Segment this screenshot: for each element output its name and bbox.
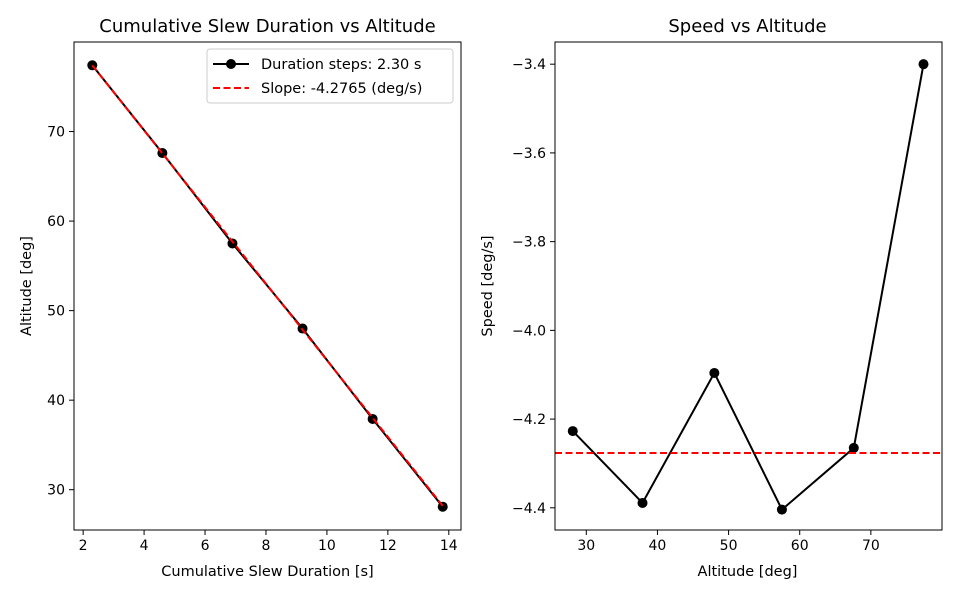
x-tick-label: 2 bbox=[79, 538, 88, 554]
chart-title: Speed vs Altitude bbox=[668, 16, 826, 37]
y-tick-label: −4.0 bbox=[512, 323, 546, 339]
y-tick-label: 60 bbox=[47, 214, 65, 230]
y-tick-label: 70 bbox=[47, 125, 65, 141]
x-ticks: 30 40 50 60 70 bbox=[577, 530, 880, 554]
plot-series bbox=[87, 60, 448, 512]
x-tick-label: 6 bbox=[201, 538, 210, 554]
axes-frame bbox=[73, 41, 462, 531]
legend-marker-duration bbox=[226, 59, 236, 69]
x-axis-label: Altitude [deg] bbox=[698, 564, 798, 580]
y-tick-label: −3.4 bbox=[512, 57, 546, 73]
x-tick-label: 70 bbox=[862, 538, 880, 554]
x-tick-label: 50 bbox=[720, 538, 738, 554]
y-ticks: −4.4 −4.2 −4.0 −3.8 −3.6 −3.4 bbox=[512, 57, 555, 517]
chart-title: Cumulative Slew Duration vs Altitude bbox=[99, 16, 435, 37]
data-point bbox=[567, 426, 578, 437]
x-tick-label: 8 bbox=[262, 538, 271, 554]
x-tick-label: 60 bbox=[791, 538, 809, 554]
series-line bbox=[572, 64, 925, 512]
y-tick-label: −3.8 bbox=[512, 235, 546, 251]
y-axis-label: Speed [deg/s] bbox=[480, 235, 496, 336]
x-tick-label: 4 bbox=[140, 538, 149, 554]
series-line bbox=[91, 64, 444, 508]
data-point bbox=[437, 501, 448, 512]
legend: Duration steps: 2.30 s Slope: -4.2765 (d… bbox=[206, 48, 454, 104]
y-tick-label: 40 bbox=[47, 393, 65, 409]
x-tick-label: 12 bbox=[379, 538, 397, 554]
x-tick-label: 30 bbox=[577, 538, 595, 554]
x-tick-label: 10 bbox=[318, 538, 336, 554]
legend-box bbox=[206, 48, 454, 104]
legend-label-duration: Duration steps: 2.30 s bbox=[261, 57, 421, 73]
y-tick-label: −3.6 bbox=[512, 146, 546, 162]
data-point bbox=[848, 442, 859, 453]
x-tick-label: 40 bbox=[649, 538, 667, 554]
plot-series bbox=[555, 59, 942, 515]
legend-label-slope: Slope: -4.2765 (deg/s) bbox=[261, 81, 422, 97]
axes-frame bbox=[554, 41, 943, 531]
data-point bbox=[709, 367, 720, 378]
y-tick-label: −4.4 bbox=[512, 501, 546, 517]
x-tick-label: 14 bbox=[440, 538, 458, 554]
y-axis-label: Altitude [deg] bbox=[19, 236, 35, 336]
y-tick-label: −4.2 bbox=[512, 412, 546, 428]
speed-vs-altitude-panel: Speed vs Altitude Altitude [deg] Speed [… bbox=[480, 16, 943, 580]
y-tick-label: 30 bbox=[47, 483, 65, 499]
data-point bbox=[776, 504, 787, 515]
y-tick-label: 50 bbox=[47, 304, 65, 320]
x-ticks: 2 4 6 8 10 12 14 bbox=[79, 530, 458, 554]
data-point bbox=[918, 59, 929, 70]
y-ticks: 30 40 50 60 70 bbox=[47, 125, 74, 499]
data-point bbox=[637, 497, 648, 508]
data-point bbox=[227, 238, 238, 249]
altitude-vs-duration-panel: Cumulative Slew Duration vs Altitude Cum… bbox=[19, 16, 462, 580]
x-axis-label: Cumulative Slew Duration [s] bbox=[161, 564, 373, 580]
